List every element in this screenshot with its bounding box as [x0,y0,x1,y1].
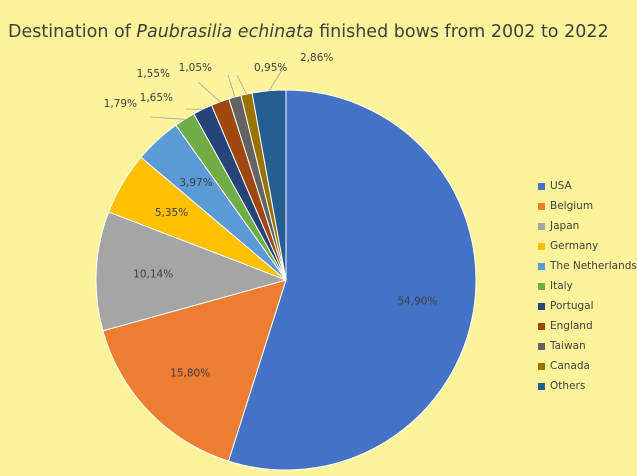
legend-label: Belgium [550,200,594,212]
data-label-england: 1,55% [137,68,170,80]
chart-legend: USA Belgium Japan Germany The Netherlands Ita… [538,176,637,396]
leader-line-others [268,64,286,92]
legend-swatch [538,302,545,310]
legend-item-belgium: Belgium [538,196,637,216]
leader-line-taiwan [227,74,236,98]
legend-label: The Netherlands [550,260,637,272]
leader-line-england [197,81,221,103]
leader-line-italy [149,116,185,120]
legend-swatch [538,202,545,210]
leader-line-canada [236,74,247,95]
legend-item-others: Others [538,376,637,396]
legend-item-england: England [538,316,637,336]
title-species: Paubrasilia echinata [136,22,314,42]
legend-item-canada: Canada [538,356,637,376]
data-label-canada: 0,95% [254,62,287,74]
title-prefix: Destination of [8,22,137,42]
legend-swatch [538,362,545,370]
legend-swatch [538,182,545,190]
data-label-japan: 10,14% [133,269,173,281]
pie-slice-belgium [102,279,287,462]
legend-swatch [538,222,545,230]
data-label-usa: 54,90% [397,295,437,307]
chart-title: Destination of Paubrasilia echinata fini… [8,22,609,42]
legend-label: England [550,320,593,332]
legend-item-japan: Japan [538,216,637,236]
legend-swatch [538,242,545,250]
legend-label: Germany [550,240,599,252]
legend-swatch [538,322,545,330]
pie-slice-japan [95,211,288,332]
legend-label: Japan [550,220,580,232]
data-label-taiwan: 1,05% [179,62,212,74]
legend-label: USA [550,180,572,192]
legend-label: Portugal [550,300,594,312]
legend-label: Taiwan [550,340,586,352]
legend-swatch [538,342,545,350]
legend-swatch [538,262,545,270]
pie-slice-usa [227,89,477,471]
legend-item-the-netherlands: The Netherlands [538,256,637,276]
data-label-portugal: 1,65% [140,92,173,104]
legend-label: Canada [550,360,590,372]
legend-item-taiwan: Taiwan [538,336,637,356]
title-suffix: finished bows from 2002 to 2022 [313,22,609,42]
legend-label: Others [550,380,586,392]
data-label-others: 2,86% [300,52,333,64]
legend-item-italy: Italy [538,276,637,296]
data-label-belgium: 15,80% [170,367,210,379]
legend-item-portugal: Portugal [538,296,637,316]
legend-swatch [538,282,545,290]
legend-item-germany: Germany [538,236,637,256]
legend-swatch [538,382,545,390]
data-label-the-netherlands: 3,97% [179,177,212,189]
data-label-germany: 5,35% [155,207,188,219]
legend-label: Italy [550,280,573,292]
legend-item-usa: USA [538,176,637,196]
data-label-italy: 1,79% [104,98,137,110]
